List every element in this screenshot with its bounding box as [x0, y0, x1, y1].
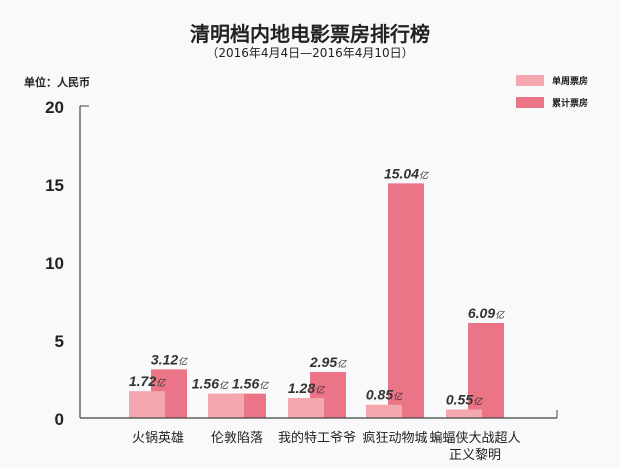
y-tick-label: 5 [55, 332, 64, 351]
legend: 单周票房 累计票房 [516, 69, 588, 113]
legend-swatch-total [516, 96, 544, 108]
y-tick-label: 0 [55, 410, 64, 429]
x-tick-label: 疯狂动物城 [362, 430, 427, 446]
data-label-weekly: 1.72亿 [129, 373, 166, 389]
unit-label: 单位：人民币 [24, 76, 90, 89]
x-tick-label: 我的特工爷爷 [278, 430, 356, 446]
legend-label: 单周票房 [552, 76, 589, 87]
legend-item-weekly: 单周票房 [516, 69, 588, 91]
legend-item-total: 累计票房 [516, 91, 588, 113]
data-label-total: 2.95亿 [309, 354, 347, 370]
bar-total [388, 183, 424, 418]
x-tick-label: 火锅英雄 [132, 430, 184, 446]
data-label-weekly: 1.56亿 [192, 376, 229, 392]
data-label-weekly: 0.85亿 [366, 387, 403, 403]
y-tick-label: 15 [45, 176, 64, 195]
y-tick-label: 20 [45, 98, 64, 117]
bar-weekly [129, 391, 165, 418]
data-label-total: 3.12亿 [151, 351, 188, 367]
x-tick-label: 正义黎明 [449, 448, 501, 463]
bar-total [468, 322, 504, 418]
data-label-total: 6.09亿 [468, 305, 505, 321]
data-label-total: 1.56亿 [232, 376, 269, 392]
data-label-weekly: 0.55亿 [446, 391, 483, 407]
chart-subtitle: （2016年4月4日—2016年4月10日） [206, 46, 414, 60]
chart-title: 清明档内地电影票房排行榜 [190, 22, 430, 46]
data-label-weekly: 1.28亿 [288, 380, 325, 396]
bar-weekly [208, 393, 244, 418]
data-label-total: 15.04亿 [384, 165, 429, 181]
legend-swatch-weekly [516, 74, 544, 86]
bar-weekly [446, 409, 482, 418]
y-tick-label: 10 [45, 254, 64, 273]
bar-weekly [366, 404, 402, 418]
x-tick-label: 伦敦陷落 [211, 430, 263, 446]
legend-label: 累计票房 [552, 98, 589, 109]
bar-weekly [288, 398, 324, 418]
x-tick-label: 蝙蝠侠大战超人 [429, 430, 520, 446]
